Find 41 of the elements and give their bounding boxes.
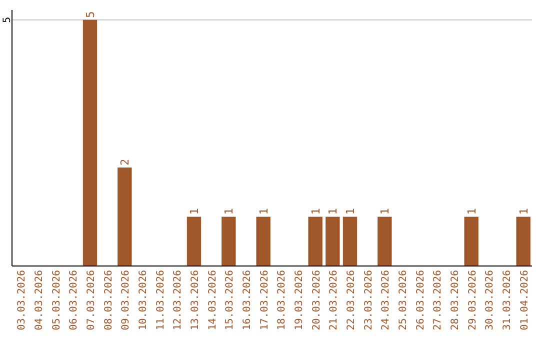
x-tick-label: 01.04.2026 (519, 270, 530, 330)
x-tick-label: 16.03.2026 (242, 270, 253, 330)
data-label: 1 (309, 208, 322, 215)
x-tick-label: 10.03.2026 (138, 270, 149, 330)
x-tick-label: 31.03.2026 (502, 270, 513, 330)
x-tick-label: 15.03.2026 (224, 270, 236, 330)
data-label: 5 (84, 11, 97, 18)
data-label: 1 (378, 208, 392, 215)
data-label: 1 (326, 208, 340, 215)
x-tick-label: 14.03.2026 (207, 270, 218, 330)
x-tick-label: 09.03.2026 (120, 270, 132, 330)
x-tick-label: 25.03.2026 (398, 270, 409, 330)
x-tick-label: 21.03.2026 (328, 270, 340, 330)
data-label: 2 (118, 158, 132, 166)
data-label: 1 (465, 208, 478, 215)
x-tick-label: 03.03.2026 (16, 270, 28, 330)
x-tick-label: 11.03.2026 (155, 270, 166, 330)
x-tick-label: 27.03.2026 (432, 270, 444, 330)
x-tick-label: 08.03.2026 (103, 270, 114, 330)
x-tick-label: 26.03.2026 (415, 270, 426, 330)
data-label: 1 (257, 208, 270, 215)
x-tick-label: 18.03.2026 (276, 270, 288, 330)
x-tick-label: 05.03.2026 (51, 270, 62, 330)
x-tick-label: 23.03.2026 (363, 270, 374, 330)
x-tick-label: 17.03.2026 (259, 270, 270, 330)
data-label: 1 (222, 208, 236, 215)
data-label: 1 (517, 208, 530, 215)
x-tick-label: 04.03.2026 (34, 270, 45, 330)
x-tick-label: 19.03.2026 (294, 270, 305, 330)
x-tick-label: 20.03.2026 (311, 270, 322, 330)
data-label: 1 (188, 208, 201, 215)
x-tick-label: 29.03.2026 (467, 270, 478, 330)
x-tick-label: 06.03.2026 (68, 270, 80, 330)
x-tick-label: 22.03.2026 (346, 270, 357, 330)
x-tick-label: 24.03.2026 (380, 270, 392, 330)
x-tick-label: 07.03.2026 (86, 270, 97, 330)
x-tick-label: 28.03.2026 (450, 270, 461, 330)
x-tick-label: 13.03.2026 (190, 270, 201, 330)
x-tick-label: 30.03.2026 (484, 270, 496, 330)
data-label: 1 (344, 208, 357, 215)
x-tick-label: 12.03.2026 (172, 270, 184, 330)
